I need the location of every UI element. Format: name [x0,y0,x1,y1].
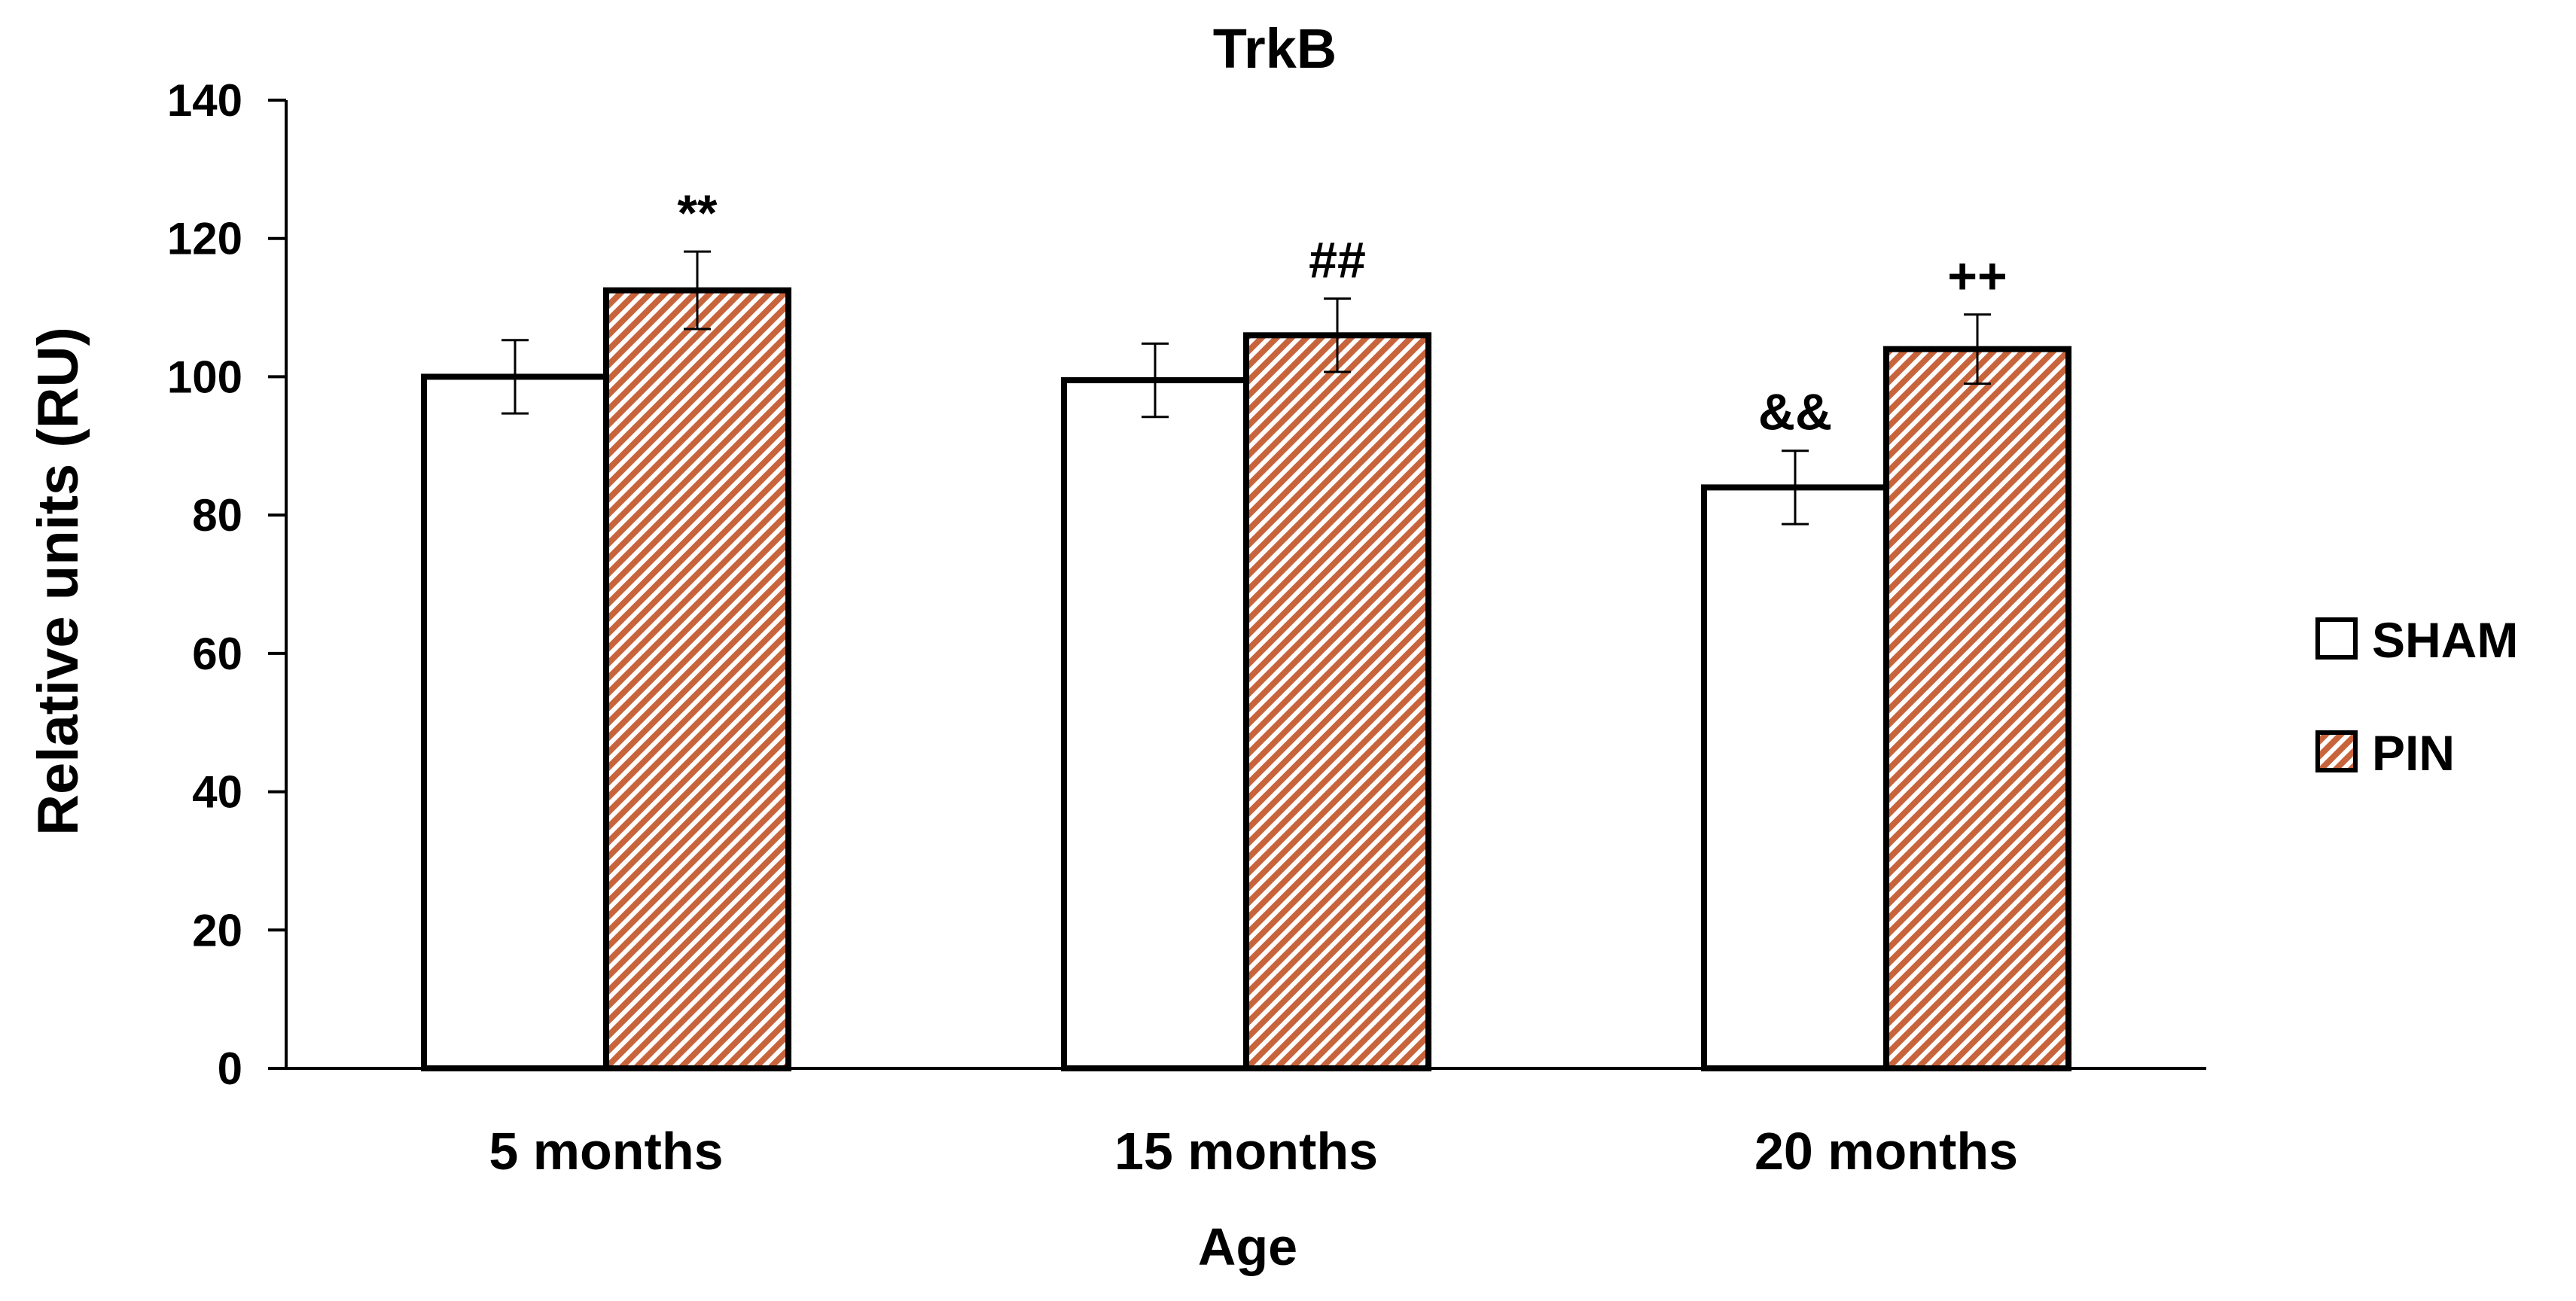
error-bar [684,250,711,331]
bar-sham [1061,377,1249,1071]
y-tick-label: 120 [167,214,242,264]
bar-pin [1883,346,2071,1071]
bar-pin [1243,332,1431,1072]
legend-swatch-sham [2315,617,2358,660]
error-bar [1324,297,1351,373]
chart-title: TrkB [1213,17,1337,80]
bar-sham [421,373,609,1071]
significance-annotation: ** [678,184,718,242]
y-axis: 0 20 40 60 80 100 120 140 [167,75,288,1094]
significance-annotation: ++ [1947,248,2007,305]
y-tick-label: 140 [167,75,242,126]
significance-annotation: ## [1309,232,1366,289]
y-tick-label: 100 [167,352,242,402]
bar-sham [1701,484,1889,1071]
y-tick-label: 0 [218,1044,242,1094]
legend-label-sham: SHAM [2372,612,2518,668]
significance-annotations: ** ## && ++ [678,184,2007,441]
bars [421,287,2071,1072]
x-tick-label: 20 months [1754,1122,2018,1181]
error-bar [1964,313,1991,385]
significance-annotation: && [1758,384,1832,441]
y-tick-label: 40 [192,767,242,818]
error-bar [1142,342,1169,419]
y-tick-label: 60 [192,629,242,679]
legend-label-pin: PIN [2372,725,2455,781]
error-bar [1782,449,1809,526]
y-axis-label: Relative units (RU) [26,327,90,836]
bar-pin [603,287,791,1071]
x-axis: 5 months 15 months 20 months [286,1067,2206,1181]
error-bar [501,339,529,415]
legend-swatch-pin [2315,730,2358,772]
x-axis-label: Age [1198,1217,1297,1276]
error-bars [501,250,1991,526]
x-tick-label: 5 months [489,1122,723,1181]
legend: SHAM PIN [2315,612,2518,781]
x-tick-label: 15 months [1114,1122,1378,1181]
y-tick-label: 20 [192,905,242,955]
y-tick-label: 80 [192,490,242,541]
